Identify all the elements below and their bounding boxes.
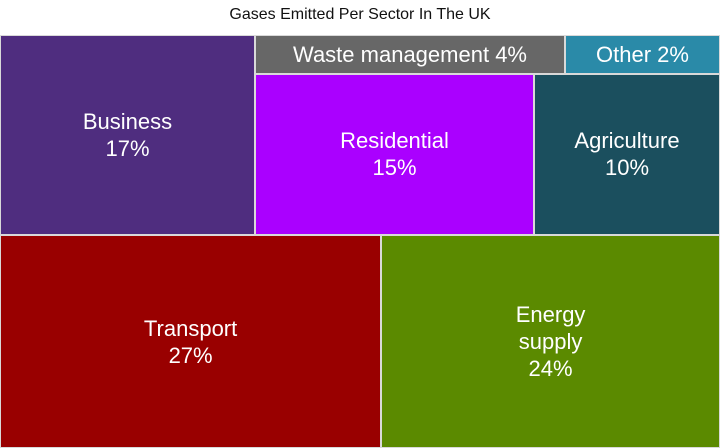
- value-label: 27%: [168, 342, 213, 368]
- cell-label: Residential 15%: [340, 127, 449, 181]
- category-label: Business: [82, 109, 173, 135]
- treemap-cell: Agriculture 10%: [534, 73, 720, 236]
- cell-label: Business 17%: [83, 108, 172, 162]
- value-label: 15%: [372, 155, 417, 181]
- treemap-cell: Business 17%: [0, 35, 255, 236]
- treemap-cell: Residential 15%: [255, 73, 534, 236]
- treemap-cell: Transport 27%: [0, 235, 382, 448]
- category-label: Residential: [340, 128, 449, 154]
- category-label: Other: [596, 41, 652, 67]
- cell-label: Waste management 4%: [293, 41, 527, 68]
- treemap-cell: Energy supply 24%: [381, 235, 720, 448]
- category-label: Energy supply: [515, 302, 586, 355]
- treemap-cell: Other 2%: [565, 35, 720, 74]
- value-label: 4%: [495, 41, 527, 67]
- treemap-cell: Waste management 4%: [255, 35, 565, 74]
- cell-label: Other 2%: [596, 41, 689, 68]
- value-label: 17%: [105, 136, 150, 162]
- cell-label: Transport 27%: [144, 315, 237, 369]
- value-label: 2%: [657, 41, 689, 67]
- cell-label: Energy supply 24%: [486, 301, 616, 382]
- category-label: Agriculture: [574, 128, 680, 154]
- chart-title: Gases Emitted Per Sector In The UK: [229, 6, 491, 23]
- category-label: Transport: [143, 315, 238, 341]
- value-label: 24%: [528, 356, 573, 382]
- category-label: Waste management: [293, 41, 490, 67]
- value-label: 10%: [604, 155, 650, 181]
- cell-label: Agriculture 10%: [574, 127, 679, 181]
